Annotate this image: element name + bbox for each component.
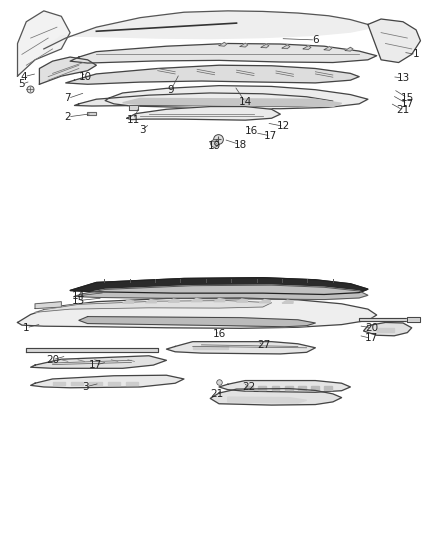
Polygon shape — [219, 381, 350, 392]
Polygon shape — [368, 19, 420, 62]
Polygon shape — [35, 302, 61, 309]
Polygon shape — [282, 300, 293, 303]
Text: 21: 21 — [210, 390, 223, 399]
Polygon shape — [191, 298, 202, 302]
Text: 18: 18 — [233, 140, 247, 150]
Text: 3: 3 — [82, 382, 89, 392]
Text: 14: 14 — [71, 291, 85, 301]
Polygon shape — [129, 106, 138, 110]
Text: 1: 1 — [23, 323, 30, 333]
Text: 7: 7 — [64, 93, 71, 103]
Polygon shape — [31, 375, 184, 388]
Text: 2: 2 — [64, 112, 71, 122]
Polygon shape — [87, 112, 96, 115]
Text: 3: 3 — [139, 125, 146, 135]
Polygon shape — [108, 383, 120, 385]
Polygon shape — [259, 300, 270, 303]
Polygon shape — [71, 383, 83, 385]
Polygon shape — [123, 300, 134, 303]
Text: 5: 5 — [18, 79, 25, 89]
Text: 27: 27 — [257, 340, 270, 350]
Text: 17: 17 — [401, 99, 414, 109]
Text: 12: 12 — [277, 122, 290, 132]
Polygon shape — [311, 386, 319, 390]
Polygon shape — [168, 299, 179, 302]
Polygon shape — [345, 47, 353, 51]
Polygon shape — [145, 300, 156, 303]
Polygon shape — [364, 322, 412, 336]
Polygon shape — [258, 386, 266, 390]
Polygon shape — [39, 57, 96, 84]
Polygon shape — [123, 99, 342, 107]
Polygon shape — [285, 386, 293, 390]
Polygon shape — [26, 348, 158, 352]
Polygon shape — [272, 386, 279, 390]
Text: 15: 15 — [401, 93, 414, 103]
Text: 11: 11 — [127, 115, 140, 125]
Polygon shape — [245, 386, 253, 390]
Polygon shape — [193, 346, 228, 349]
Text: 16: 16 — [213, 329, 226, 340]
Polygon shape — [219, 43, 227, 46]
Polygon shape — [79, 317, 315, 327]
Polygon shape — [407, 317, 420, 322]
Text: 15: 15 — [71, 296, 85, 305]
Text: 10: 10 — [79, 72, 92, 82]
Polygon shape — [70, 278, 368, 294]
Polygon shape — [18, 298, 377, 328]
Text: 17: 17 — [365, 334, 378, 343]
Polygon shape — [44, 11, 368, 49]
Text: 4: 4 — [21, 71, 28, 82]
Polygon shape — [126, 383, 138, 385]
Polygon shape — [35, 301, 272, 312]
Polygon shape — [261, 44, 269, 48]
Polygon shape — [105, 86, 368, 109]
Polygon shape — [303, 46, 311, 50]
Text: 21: 21 — [396, 105, 410, 115]
Polygon shape — [228, 397, 307, 403]
Polygon shape — [210, 389, 342, 405]
Polygon shape — [74, 93, 333, 107]
Text: 17: 17 — [264, 131, 277, 141]
Text: 20: 20 — [46, 355, 59, 365]
Polygon shape — [89, 383, 102, 385]
Polygon shape — [324, 46, 332, 50]
Polygon shape — [377, 328, 394, 332]
Text: 6: 6 — [312, 35, 319, 45]
Polygon shape — [237, 299, 247, 302]
Polygon shape — [166, 342, 315, 354]
Polygon shape — [53, 383, 65, 385]
Polygon shape — [324, 386, 332, 390]
Polygon shape — [127, 107, 280, 120]
Text: 22: 22 — [242, 382, 255, 392]
Polygon shape — [214, 298, 225, 302]
Polygon shape — [66, 65, 359, 84]
Text: 1: 1 — [413, 50, 420, 59]
Polygon shape — [240, 43, 248, 47]
Text: 20: 20 — [365, 323, 378, 333]
Text: 14: 14 — [239, 97, 252, 107]
Polygon shape — [70, 44, 377, 63]
Text: 19: 19 — [208, 141, 221, 151]
Text: 9: 9 — [167, 85, 174, 95]
Text: 17: 17 — [89, 360, 102, 370]
Text: 13: 13 — [396, 73, 410, 83]
Polygon shape — [359, 318, 412, 321]
Polygon shape — [74, 285, 368, 300]
Polygon shape — [31, 356, 166, 368]
Polygon shape — [282, 45, 290, 49]
Text: 16: 16 — [245, 126, 258, 136]
Polygon shape — [18, 11, 70, 76]
Polygon shape — [298, 386, 306, 390]
